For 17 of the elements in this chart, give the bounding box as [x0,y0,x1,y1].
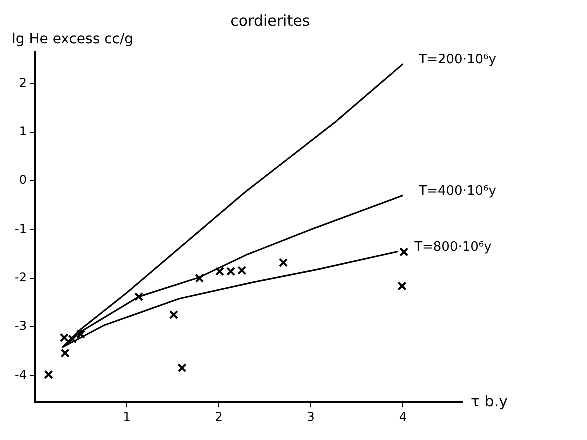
series-label: T=200·10⁶y [418,52,497,68]
series-label: T=800·10⁶y [414,240,492,256]
y-tick-label: 2 [19,76,27,90]
chart-title: cordierites [230,12,310,30]
y-tick-label: 1 [19,124,27,138]
y-tick-label: -2 [14,270,27,285]
y-tick-label: -3 [14,319,27,334]
x-axis-title: τ b.y [471,392,508,410]
series-label: T=400·10⁶y [418,184,497,200]
x-tick-label: 2 [215,410,223,424]
y-axis-title: lg He excess cc/g [12,32,134,48]
x-tick-label: 1 [123,410,131,424]
x-tick-label: 4 [399,410,407,424]
y-tick-label: -4 [14,368,27,382]
y-tick-label: 0 [19,173,27,188]
y-tick-label: -1 [14,222,27,236]
x-tick-label: 3 [307,410,315,424]
